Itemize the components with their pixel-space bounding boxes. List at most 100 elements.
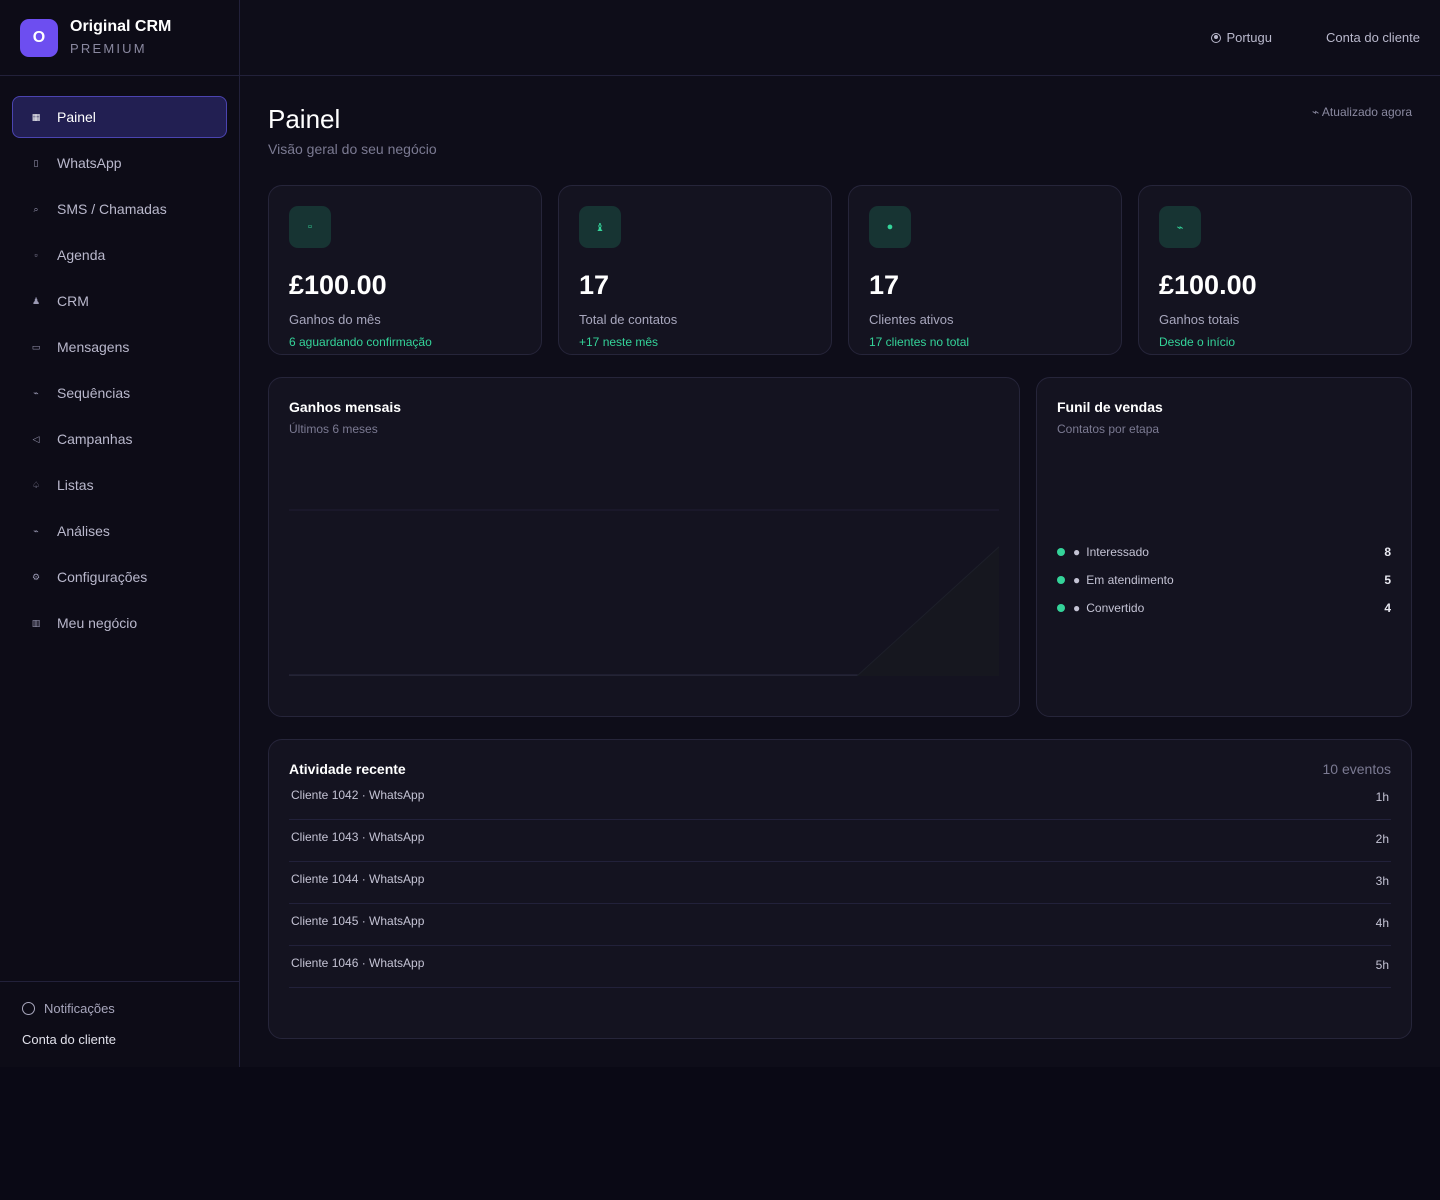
activity-name: Cliente 1045 · WhatsApp — [291, 914, 425, 928]
activity-name: Cliente 1044 · WhatsApp — [291, 872, 425, 886]
brand-logo: O — [20, 19, 58, 57]
sidebar-item-label: Meu negócio — [57, 615, 138, 631]
stage-label: Interessado — [1086, 545, 1149, 559]
earnings-chart — [289, 509, 999, 676]
sidebar-item-analises[interactable]: ⌁ Análises — [12, 510, 227, 552]
language-label: Portugu — [1226, 30, 1272, 45]
activity-name: Cliente 1042 · WhatsApp — [291, 788, 425, 802]
sidebar-item-meu-negocio[interactable]: ▥ Meu negócio — [12, 602, 227, 644]
funnel-stage: ● Convertido 4 — [1057, 594, 1391, 622]
panel-subtitle: Contatos por etapa — [1057, 422, 1160, 436]
sidebar-item-crm[interactable]: ♟ CRM — [12, 280, 227, 322]
bullet-icon: ● — [1073, 545, 1081, 559]
recent-activity-panel: Atividade recente 10 eventos Cliente 104… — [268, 739, 1412, 1039]
sidebar-item-listas[interactable]: ♤ Listas — [12, 464, 227, 506]
stat-card-active-clients: ● 17 Clientes ativos 17 clientes no tota… — [848, 185, 1122, 355]
activity-time: 4h — [1375, 916, 1389, 930]
funnel-stage: ● Em atendimento 5 — [1057, 566, 1391, 594]
sidebar-item-sms-chamadas[interactable]: ⌕ SMS / Chamadas — [12, 188, 227, 230]
stage-label: Em atendimento — [1086, 573, 1174, 587]
sidebar-item-label: Agenda — [57, 247, 106, 263]
stage-dot-icon — [1057, 604, 1065, 612]
sidebar-item-label: Painel — [57, 109, 96, 125]
stage-dot-icon — [1057, 548, 1065, 556]
sidebar-item-configuracoes[interactable]: ⚙ Configurações — [12, 556, 227, 598]
chart-series-line — [289, 546, 999, 676]
message-search-icon: ⌕ — [33, 204, 39, 214]
sidebar-item-label: WhatsApp — [57, 155, 122, 171]
stat-label: Ganhos do mês — [289, 312, 381, 327]
panel-subtitle: Últimos 6 meses — [289, 422, 378, 436]
sidebar-item-whatsapp[interactable]: ▯ WhatsApp — [12, 142, 227, 184]
panel-title: Atividade recente — [289, 761, 406, 777]
sidebar: O Original CRM PREMIUM ▦ Painel ▯ WhatsA… — [0, 0, 240, 1067]
stat-value: 17 — [579, 270, 610, 300]
contacts-icon: ♝ — [579, 206, 621, 248]
notifications-link[interactable]: Notificações — [22, 1001, 115, 1016]
active-dot-icon: ● — [869, 206, 911, 248]
sidebar-item-label: SMS / Chamadas — [57, 201, 167, 217]
brand-name: Original CRM — [70, 18, 172, 35]
megaphone-icon: ◁ — [32, 434, 40, 444]
event-count: 10 eventos — [1322, 761, 1392, 777]
bullet-icon: ● — [1073, 601, 1081, 615]
stage-label: Convertido — [1086, 601, 1145, 615]
activity-name: Cliente 1046 · WhatsApp — [291, 956, 425, 970]
stage-value: 8 — [1384, 545, 1391, 559]
app-shell: O Original CRM PREMIUM ▦ Painel ▯ WhatsA… — [0, 0, 1440, 1067]
person-icon: ♟ — [31, 296, 41, 306]
activity-time: 2h — [1375, 832, 1389, 846]
analytics-icon: ⌁ — [33, 526, 39, 536]
activity-row[interactable]: Cliente 1042 · WhatsApp 1h — [289, 778, 1391, 820]
list-icon: ♤ — [31, 480, 41, 490]
stat-subtext: 6 aguardando confirmação — [289, 335, 432, 349]
bullet-icon: ● — [1073, 573, 1081, 587]
stats-row: ▫ £100.00 Ganhos do mês 6 aguardando con… — [268, 185, 1412, 355]
sidebar-item-label: Campanhas — [57, 431, 133, 447]
sidebar-nav: ▦ Painel ▯ WhatsApp ⌕ SMS / Chamadas ▫ A… — [12, 96, 227, 648]
activity-list: Cliente 1042 · WhatsApp 1h Cliente 1043 … — [289, 778, 1391, 988]
panel-title: Funil de vendas — [1057, 399, 1163, 415]
sidebar-item-campanhas[interactable]: ◁ Campanhas — [12, 418, 227, 460]
wallet-icon: ▫ — [289, 206, 331, 248]
brand-header: O Original CRM PREMIUM — [0, 0, 239, 76]
account-link[interactable]: Conta do cliente — [1326, 30, 1420, 45]
sidebar-item-agenda[interactable]: ▫ Agenda — [12, 234, 227, 276]
stat-label: Total de contatos — [579, 312, 678, 327]
activity-row[interactable]: Cliente 1045 · WhatsApp 4h — [289, 904, 1391, 946]
funnel-legend: ● Interessado 8 ● Em atendimento 5 ● Con… — [1057, 538, 1391, 622]
bell-icon — [22, 1002, 35, 1015]
activity-row[interactable]: Cliente 1046 · WhatsApp 5h — [289, 946, 1391, 988]
sidebar-account-link[interactable]: Conta do cliente — [22, 1032, 116, 1047]
updated-status: ⌁ Atualizado agora — [1312, 105, 1412, 119]
stat-card-total-contacts: ♝ 17 Total de contatos +17 neste mês — [558, 185, 832, 355]
sequence-icon: ⌁ — [33, 388, 39, 398]
activity-time: 1h — [1375, 790, 1389, 804]
stat-label: Clientes ativos — [869, 312, 954, 327]
trend-icon: ⌁ — [1159, 206, 1201, 248]
sidebar-item-mensagens[interactable]: ▭ Mensagens — [12, 326, 227, 368]
stat-value: 17 — [869, 270, 900, 300]
language-selector[interactable]: Portugu — [1211, 30, 1272, 45]
sidebar-item-label: Sequências — [57, 385, 131, 401]
stat-subtext: Desde o início — [1159, 335, 1236, 349]
activity-row[interactable]: Cliente 1043 · WhatsApp 2h — [289, 820, 1391, 862]
stage-dot-icon — [1057, 576, 1065, 584]
stat-subtext: +17 neste mês — [579, 335, 659, 349]
envelope-icon: ▭ — [31, 342, 41, 352]
sidebar-item-sequencias[interactable]: ⌁ Sequências — [12, 372, 227, 414]
activity-row[interactable]: Cliente 1044 · WhatsApp 3h — [289, 862, 1391, 904]
stat-label: Ganhos totais — [1159, 312, 1240, 327]
sidebar-item-label: Listas — [57, 477, 94, 493]
sidebar-item-label: Análises — [57, 523, 110, 539]
top-bar: Portugu Conta do cliente — [240, 0, 1440, 76]
sidebar-item-painel[interactable]: ▦ Painel — [12, 96, 227, 138]
page-title: Painel — [268, 104, 341, 134]
stat-subtext: 17 clientes no total — [869, 335, 970, 349]
activity-time: 5h — [1375, 958, 1389, 972]
phone-icon: ▯ — [33, 158, 39, 168]
brand-tier: PREMIUM — [70, 41, 147, 56]
stat-value: £100.00 — [1159, 270, 1257, 300]
stat-card-total-earnings: ⌁ £100.00 Ganhos totais Desde o início — [1138, 185, 1412, 355]
calendar-icon: ▫ — [34, 250, 38, 260]
